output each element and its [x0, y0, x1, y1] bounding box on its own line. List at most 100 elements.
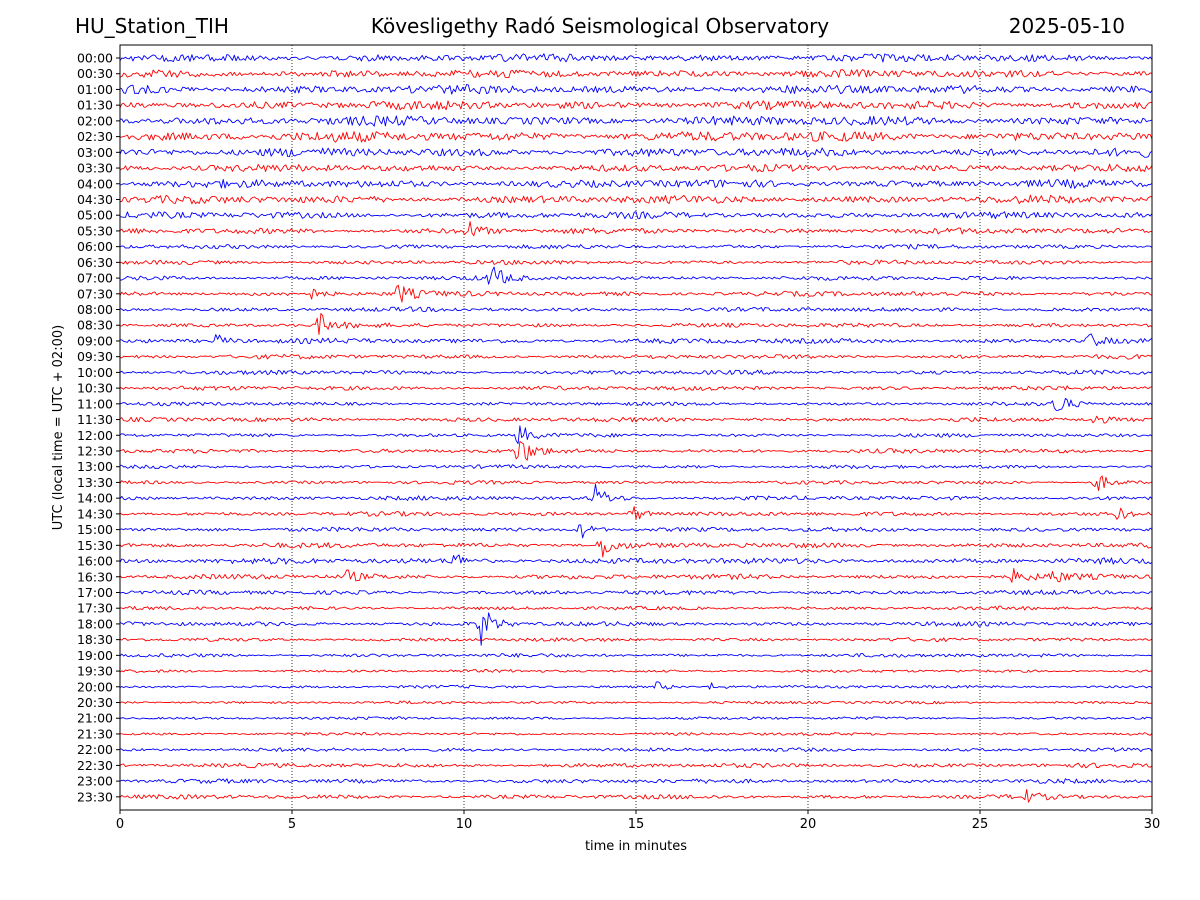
trace-1130 — [119, 415, 1153, 424]
trace-1930 — [119, 668, 1153, 674]
trace-1830 — [119, 637, 1153, 642]
x-tick-label: 15 — [628, 817, 645, 832]
y-tick-label: 18:30 — [77, 632, 113, 647]
trace-2330 — [119, 789, 1153, 803]
trace-2030 — [119, 700, 1152, 705]
trace-2100 — [119, 716, 1153, 721]
y-tick-label: 01:00 — [77, 82, 113, 97]
x-tick-label: 30 — [1144, 817, 1161, 832]
y-tick-label: 05:00 — [77, 208, 113, 223]
trace-1300 — [120, 464, 1153, 470]
trace-1700 — [119, 589, 1153, 596]
y-tick-label: 12:30 — [77, 444, 113, 459]
y-tick-label: 02:00 — [77, 113, 113, 128]
trace-1330 — [119, 475, 1153, 492]
y-tick-label: 03:30 — [77, 161, 113, 176]
trace-1630 — [119, 568, 1153, 583]
trace-0200 — [119, 115, 1153, 127]
y-tick-label: 07:30 — [77, 286, 113, 301]
y-tick-label: 10:00 — [77, 365, 113, 380]
y-tick-label: 00:00 — [77, 51, 113, 66]
trace-1500 — [119, 524, 1153, 539]
y-tick-label: 13:30 — [77, 475, 113, 490]
y-tick-label: 21:00 — [77, 711, 113, 726]
trace-0300 — [119, 147, 1153, 158]
trace-2200 — [119, 747, 1153, 753]
y-tick-label: 18:00 — [77, 616, 113, 631]
x-axis-ticks: 0 5 10 15 20 25 30 — [116, 810, 1160, 832]
y-tick-label: 14:30 — [77, 506, 113, 521]
trace-1800 — [119, 612, 1153, 646]
trace-0830 — [119, 313, 1153, 336]
trace-0030 — [119, 69, 1153, 79]
y-tick-label: 22:00 — [77, 742, 113, 757]
y-tick-label: 19:30 — [77, 664, 113, 679]
trace-0130 — [119, 100, 1153, 111]
trace-0430 — [119, 194, 1153, 205]
y-tick-label: 17:00 — [77, 585, 113, 600]
y-tick-label: 16:30 — [77, 569, 113, 584]
y-tick-label: 21:30 — [77, 726, 113, 741]
y-tick-label: 23:00 — [77, 774, 113, 789]
y-tick-label: 22:30 — [77, 758, 113, 773]
x-tick-label: 20 — [800, 817, 817, 832]
y-tick-label: 01:30 — [77, 98, 113, 113]
seismic-traces — [119, 53, 1153, 803]
trace-1730 — [119, 605, 1153, 611]
y-tick-label: 19:00 — [77, 648, 113, 663]
y-tick-label: 23:30 — [77, 789, 113, 804]
y-tick-label: 12:00 — [77, 428, 113, 443]
trace-0800 — [119, 306, 1153, 313]
y-tick-label: 15:30 — [77, 538, 113, 553]
trace-2000 — [119, 681, 1153, 690]
y-tick-label: 13:00 — [77, 459, 113, 474]
trace-2130 — [119, 731, 1153, 736]
y-tick-label: 14:00 — [77, 491, 113, 506]
x-tick-label: 5 — [288, 817, 296, 832]
y-tick-label: 15:00 — [77, 522, 113, 537]
trace-1430 — [119, 506, 1153, 520]
trace-1030 — [119, 385, 1152, 391]
trace-0330 — [119, 163, 1153, 173]
y-tick-label: 11:30 — [77, 412, 113, 427]
grid-lines — [291, 45, 981, 810]
trace-1000 — [119, 369, 1153, 376]
y-tick-label: 20:00 — [77, 679, 113, 694]
trace-0900 — [119, 333, 1153, 347]
plot-date: 2025-05-10 — [1008, 14, 1125, 38]
y-axis-label: UTC (local time = UTC + 02:00) — [51, 325, 66, 530]
trace-0630 — [119, 259, 1153, 266]
y-tick-label: 11:00 — [77, 396, 113, 411]
y-tick-label: 04:00 — [77, 176, 113, 191]
trace-0730 — [119, 284, 1153, 303]
trace-0600 — [119, 243, 1153, 250]
y-tick-label: 00:30 — [77, 66, 113, 81]
y-tick-label: 08:30 — [77, 318, 113, 333]
trace-0700 — [120, 266, 1153, 285]
trace-0100 — [119, 84, 1153, 95]
x-axis-label: time in minutes — [585, 839, 687, 854]
trace-0230 — [119, 131, 1153, 143]
trace-0530 — [119, 221, 1153, 237]
trace-0930 — [119, 353, 1153, 360]
y-tick-label: 20:30 — [77, 695, 113, 710]
trace-0500 — [119, 211, 1153, 220]
observatory-title: Kövesligethy Radó Seismological Observat… — [370, 14, 830, 38]
station-name: HU_Station_TIH — [75, 14, 229, 38]
trace-1400 — [119, 483, 1153, 502]
y-tick-label: 06:00 — [77, 239, 113, 254]
trace-1100 — [119, 397, 1153, 411]
y-tick-label: 09:00 — [77, 333, 113, 348]
y-tick-label: 02:30 — [77, 129, 113, 144]
y-tick-label: 07:00 — [77, 271, 113, 286]
y-tick-label: 16:00 — [77, 554, 113, 569]
trace-2230 — [119, 762, 1153, 769]
trace-1530 — [119, 540, 1153, 558]
y-tick-label: 03:00 — [77, 145, 113, 160]
trace-2300 — [119, 778, 1153, 784]
trace-0000 — [119, 53, 1153, 63]
trace-1230 — [119, 440, 1153, 461]
y-tick-label: 06:30 — [77, 255, 113, 270]
y-axis-ticks: 00:0000:3001:0001:3002:0002:3003:0003:30… — [77, 51, 120, 804]
